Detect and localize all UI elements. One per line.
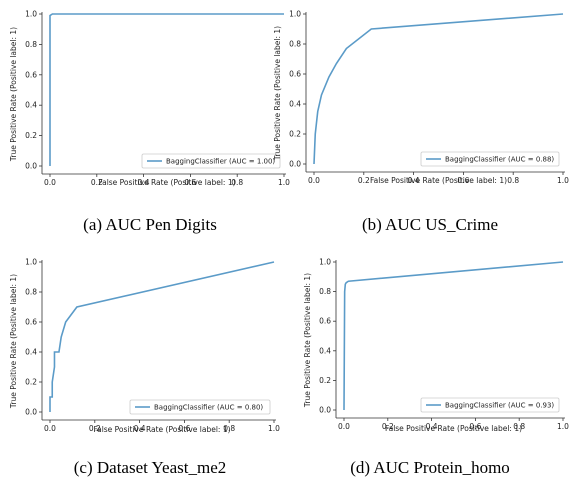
chart-panel-d: 0.0 0.2 0.4 0.6 0.8 1.0 0.0 0.2 0.4 0.6 0.8 1.0 Fals… (290, 250, 569, 450)
y-tick-label: 0.2 (25, 378, 37, 387)
y-tick-label: 0.6 (25, 318, 37, 327)
legend-box (141, 153, 281, 169)
y-tick-label: 0.6 (319, 317, 331, 326)
roc-chart-b: 0.0 0.2 0.4 0.6 0.8 1.0 0.0 0.2 0.4 0.6 0.8 1.0 Fals… (273, 10, 569, 186)
y-axis-label: True Positive Rate (Positive label: 1) (9, 27, 18, 162)
y-tick-label: 0.2 (319, 376, 331, 385)
x-tick-label: 0.0 (338, 422, 350, 431)
x-tick-label: 0.4 (408, 176, 420, 185)
legend-label: BaggingClassifier (AUC = 1.00) (166, 158, 275, 166)
x-tick-label: 0.4 (138, 178, 150, 187)
caption-c: (c) Dataset Yeast_me2 (73, 458, 227, 477)
legend-label: BaggingClassifier (AUC = 0.88) (445, 156, 554, 164)
x-tick-label: 0.6 (184, 178, 196, 187)
legend-box (420, 151, 560, 167)
chart-panel-a: 0.0 0.2 0.4 0.6 0.8 1.0 0.0 0.2 0.4 0.6 0.8 1.0 Fals… (0, 0, 290, 210)
x-tick-label: 0.6 (178, 424, 190, 433)
x-tick-label: 1.0 (557, 176, 569, 185)
roc-chart-d: 0.0 0.2 0.4 0.6 0.8 1.0 0.0 0.2 0.4 0.6 0.8 1.0 Fals… (303, 258, 569, 434)
caption-b: (b) AUC US_Crime (362, 215, 498, 234)
x-tick-label: 0.2 (89, 424, 101, 433)
roc-curve-line (49, 261, 275, 412)
y-tick-label: 0.2 (289, 130, 301, 139)
chart-panel-b: 0.0 0.2 0.4 0.6 0.8 1.0 0.0 0.2 0.4 0.6 0.8 1.0 Fals… (273, 0, 569, 210)
y-tick-label: 0.8 (25, 40, 37, 49)
x-tick-label: 0.0 (44, 178, 56, 187)
x-tick-label: 0.4 (134, 424, 146, 433)
y-tick-label: 1.0 (25, 10, 37, 19)
y-axis-label: True Positive Rate (Positive label: 1) (273, 26, 282, 161)
y-tick-label: 0.4 (289, 100, 301, 109)
y-tick-label: 0.8 (319, 287, 331, 296)
x-tick-label: 1.0 (557, 422, 569, 431)
y-tick-label: 1.0 (319, 258, 331, 267)
x-axis-label: False Positive Rate (Positive label: 1) (370, 176, 507, 185)
x-tick-label: 0.8 (513, 422, 525, 431)
x-axis-label: False Positive Rate (Positive label: 1) (93, 425, 230, 434)
x-tick-label: 0.0 (308, 176, 320, 185)
y-tick-label: 0.4 (25, 101, 37, 110)
roc-curve-line (313, 13, 564, 165)
roc-curve-line (343, 261, 564, 411)
y-tick-label: 0.0 (319, 406, 331, 415)
y-tick-label: 0.2 (25, 131, 37, 140)
x-tick-label: 0.2 (382, 422, 394, 431)
x-tick-label: 0.0 (44, 424, 56, 433)
roc-chart-a: 0.0 0.2 0.4 0.6 0.8 1.0 0.0 0.2 0.4 0.6 0.8 1.0 Fals… (9, 10, 290, 188)
caption-a: (a) AUC Pen Digits (83, 215, 217, 234)
y-axis-label: True Positive Rate (Positive label: 1) (303, 273, 312, 408)
x-tick-label: 0.4 (426, 422, 438, 431)
legend-label: BaggingClassifier (AUC = 0.93) (445, 402, 554, 410)
chart-panel-c: 0.0 0.2 0.4 0.6 0.8 1.0 0.0 0.2 0.4 0.6 0.8 1.0 Fals… (0, 250, 290, 450)
roc-curve-line (49, 13, 284, 166)
x-tick-label: 0.6 (457, 176, 469, 185)
y-tick-label: 1.0 (289, 10, 301, 19)
y-tick-label: 0.8 (25, 288, 37, 297)
x-tick-label: 0.6 (469, 422, 481, 431)
y-tick-label: 0.8 (289, 40, 301, 49)
y-tick-label: 0.0 (25, 408, 37, 417)
legend-box (129, 399, 271, 415)
x-tick-label: 0.2 (358, 176, 370, 185)
y-tick-label: 0.0 (289, 160, 301, 169)
y-tick-label: 0.4 (25, 348, 37, 357)
x-tick-label: 1.0 (278, 178, 290, 187)
legend-box (420, 397, 560, 413)
x-axis-label: False Positive Rate (Positive label: 1) (98, 178, 235, 187)
x-tick-label: 0.8 (507, 176, 519, 185)
y-tick-label: 0.6 (25, 70, 37, 79)
y-tick-label: 0.4 (319, 346, 331, 355)
x-tick-label: 0.8 (223, 424, 235, 433)
x-tick-label: 1.0 (268, 424, 280, 433)
legend-label: BaggingClassifier (AUC = 0.80) (154, 404, 263, 412)
y-axis-label: True Positive Rate (Positive label: 1) (9, 274, 18, 409)
y-tick-label: 1.0 (25, 258, 37, 267)
x-axis-label: False Positive Rate (Positive label: 1) (385, 424, 522, 433)
roc-chart-c: 0.0 0.2 0.4 0.6 0.8 1.0 0.0 0.2 0.4 0.6 0.8 1.0 Fals… (9, 258, 280, 435)
x-tick-label: 0.2 (91, 178, 103, 187)
y-tick-label: 0.0 (25, 162, 37, 171)
x-tick-label: 0.8 (231, 178, 243, 187)
y-tick-label: 0.6 (289, 70, 301, 79)
caption-d: (d) AUC Protein_homo (350, 458, 510, 477)
